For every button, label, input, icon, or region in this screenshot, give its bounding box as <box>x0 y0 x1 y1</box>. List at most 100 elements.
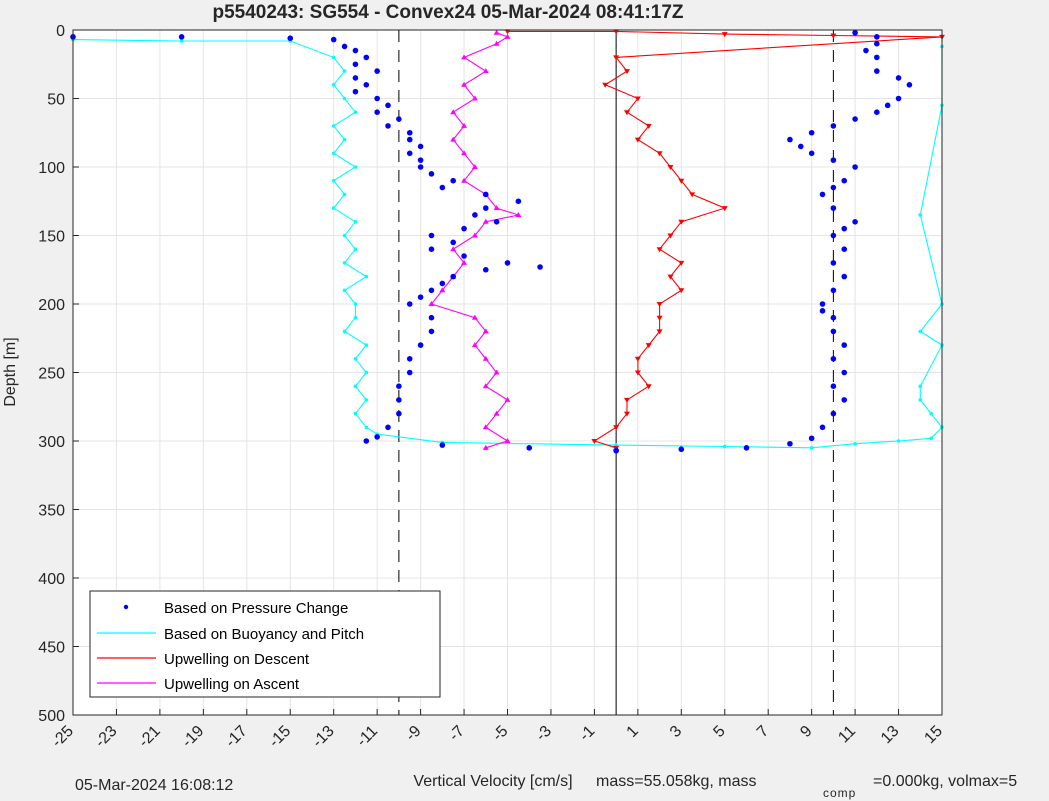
pressure-point <box>830 410 837 417</box>
buoyancy-point <box>364 425 369 430</box>
buoyancy-point <box>342 233 347 238</box>
pressure-point <box>417 164 424 170</box>
x-tick-label: 1 <box>624 723 642 741</box>
pressure-point <box>406 356 413 362</box>
ascent-marker <box>504 396 511 402</box>
pressure-point <box>819 308 826 314</box>
ascent-marker <box>482 424 489 430</box>
x-axis-label: Vertical Velocity [cm/s] <box>413 773 572 790</box>
pressure-point <box>428 314 435 321</box>
pressure-point <box>613 447 619 454</box>
buoyancy-point <box>353 220 358 224</box>
buoyancy-point <box>353 302 358 306</box>
descent-marker <box>602 82 609 88</box>
buoyancy-point <box>331 151 336 156</box>
x-tick-label: 7 <box>754 723 772 741</box>
descent-marker <box>623 411 630 417</box>
descent-marker <box>623 397 630 403</box>
pressure-point <box>439 280 446 287</box>
ascent-marker <box>471 314 478 320</box>
buoyancy-point <box>331 124 336 128</box>
x-tick-label: -1 <box>576 723 598 745</box>
pressure-point <box>406 369 413 376</box>
pressure-point <box>352 88 359 95</box>
pressure-point <box>874 109 880 115</box>
buoyancy-point <box>353 315 358 320</box>
ascent-marker <box>515 211 522 217</box>
pressure-point <box>385 123 391 129</box>
x-tick-label: 11 <box>835 723 859 747</box>
pressure-point <box>330 36 337 43</box>
pressure-point <box>450 273 456 280</box>
pressure-point <box>417 143 424 150</box>
x-tick-label: -11 <box>354 723 382 751</box>
buoyancy-point <box>179 39 184 43</box>
pressure-point <box>515 198 522 205</box>
descent-marker <box>667 165 674 170</box>
y-tick-label: 300 <box>38 434 65 451</box>
pressure-point <box>841 369 848 376</box>
buoyancy-point <box>364 343 369 347</box>
y-tick-label: 0 <box>56 23 65 40</box>
pressure-point <box>830 356 837 362</box>
y-tick-label: 500 <box>38 708 65 725</box>
ascent-marker <box>504 33 511 39</box>
ascent-marker <box>461 122 468 128</box>
x-tick-label: 3 <box>667 723 685 741</box>
pressure-point <box>852 116 858 122</box>
buoyancy-point <box>722 444 727 449</box>
pressure-point <box>363 54 370 61</box>
pressure-point <box>808 435 815 442</box>
y-tick-label: 450 <box>38 640 65 657</box>
pressure-point <box>808 150 815 157</box>
x-tick-label: -21 <box>136 723 164 751</box>
ascent-marker <box>450 136 457 142</box>
pressure-point <box>841 342 848 348</box>
descent-marker <box>656 329 663 335</box>
x-tick-label: -23 <box>92 723 120 751</box>
pressure-point <box>841 273 848 280</box>
pressure-point <box>385 102 391 109</box>
y-tick-label: 200 <box>38 297 65 314</box>
descent-marker <box>667 274 674 280</box>
pressure-point <box>396 116 402 122</box>
pressure-point <box>406 129 413 136</box>
descent-marker <box>656 302 663 307</box>
ascent-marker <box>493 29 500 35</box>
pressure-point <box>874 54 880 61</box>
ascent-marker <box>482 383 489 389</box>
pressure-point <box>743 445 750 451</box>
legend-label-ascent: Upwelling on Ascent <box>164 676 300 693</box>
descent-marker <box>678 260 685 266</box>
y-tick-label: 50 <box>47 92 65 109</box>
descent-marker <box>656 247 663 253</box>
y-tick-label: 400 <box>38 571 65 588</box>
ascent-marker <box>461 81 468 87</box>
pressure-point <box>841 397 848 403</box>
pressure-point <box>396 410 402 417</box>
pressure-point <box>874 34 880 40</box>
ascent-marker <box>482 444 489 450</box>
x-tick-label: -15 <box>266 723 294 751</box>
pressure-point <box>287 35 294 42</box>
buoyancy-point <box>364 274 369 279</box>
pressure-point <box>374 434 380 440</box>
pressure-point <box>830 157 837 163</box>
pressure-point <box>352 75 359 81</box>
descent-marker <box>656 151 663 157</box>
legend: Based on Pressure Change Based on Buoyan… <box>89 590 441 698</box>
buoyancy-point <box>918 398 923 402</box>
pressure-point <box>406 136 413 143</box>
pressure-point <box>461 253 467 259</box>
pressure-point <box>895 95 902 102</box>
buoyancy-point <box>918 213 923 217</box>
pressure-point <box>819 191 826 198</box>
pressure-point <box>374 109 380 115</box>
descent-marker <box>721 206 728 212</box>
pressure-point <box>428 171 435 177</box>
descent-marker <box>678 219 685 225</box>
pressure-point <box>428 246 435 252</box>
pressure-point <box>417 157 424 163</box>
legend-swatch-pressure <box>123 604 129 610</box>
pressure-point <box>428 232 435 239</box>
